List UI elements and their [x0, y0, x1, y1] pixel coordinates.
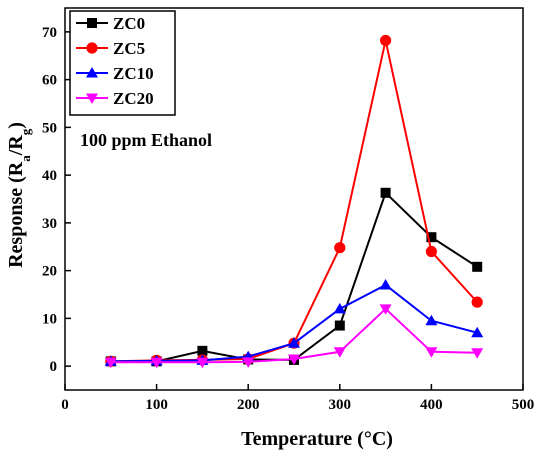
data-point-zc0 [426, 232, 437, 243]
legend-label-zc20: ZC20 [113, 89, 154, 108]
y-tick-label: 10 [42, 311, 57, 327]
data-point-zc20 [150, 357, 163, 369]
y-axis-title-close: ) [5, 122, 27, 129]
y-tick-label: 70 [42, 25, 57, 41]
data-point-zc0 [334, 320, 345, 331]
legend-marker-zc0 [87, 18, 97, 28]
y-tick-label: 30 [42, 216, 57, 232]
y-tick-label: 40 [42, 168, 57, 184]
y-tick-label: 50 [42, 120, 57, 136]
data-point-zc20 [288, 354, 300, 365]
y-tick-label: 20 [42, 264, 57, 280]
x-tick-label: 200 [237, 397, 260, 413]
data-point-zc10 [379, 278, 392, 290]
data-point-zc20 [196, 357, 209, 369]
legend-marker-zc5 [86, 42, 98, 54]
legend-label-zc5: ZC5 [113, 39, 145, 58]
plot-frame [64, 7, 524, 391]
legend-marker-zc10 [86, 67, 98, 78]
y-axis-title: Response (Ra/Rg) [5, 122, 33, 268]
data-point-zc5 [425, 245, 437, 258]
legend-marker-zc20 [86, 93, 98, 104]
annotation-text: 100 ppm Ethanol [80, 130, 212, 150]
data-point-zc20 [242, 357, 255, 368]
data-point-zc5 [380, 34, 392, 47]
series-line-zc0 [110, 190, 478, 363]
y-axis-title-slash: /R [5, 135, 27, 157]
y-tick-label: 60 [42, 73, 57, 89]
x-axis-title: Temperature (°C) [241, 428, 393, 450]
y-tick-label: 0 [50, 359, 58, 375]
y-axis-title-sub-a: a [18, 155, 33, 162]
data-point-zc20 [471, 348, 484, 359]
data-point-zc0 [380, 187, 391, 198]
x-tick-label: 400 [420, 397, 443, 413]
legend-label-zc0: ZC0 [113, 14, 145, 33]
data-point-zc10 [333, 302, 346, 314]
y-axis-title-sub-g: g [18, 128, 33, 135]
data-point-zc20 [104, 357, 117, 369]
data-point-zc10 [471, 326, 484, 338]
x-tick-label: 100 [145, 397, 168, 413]
data-point-zc20 [379, 304, 392, 315]
data-point-zc10 [425, 314, 438, 326]
data-point-zc10 [288, 337, 300, 348]
x-tick-label: 0 [61, 397, 69, 413]
data-point-zc5 [334, 242, 346, 254]
data-point-zc20 [333, 347, 346, 358]
data-point-zc0 [197, 345, 208, 356]
x-tick-label: 500 [512, 397, 535, 413]
series-line-zc20 [110, 307, 478, 364]
data-point-zc5 [471, 296, 483, 308]
axis-ticks: 0 100 200 300 400 500 0 10 20 30 40 50 60 70 [42, 25, 534, 413]
legend: ZC0 ZC5 ZC10 ZC20 [69, 10, 176, 116]
data-point-zc20 [425, 347, 438, 358]
y-axis-title-main: Response (R [5, 161, 27, 268]
series-line-zc10 [110, 283, 478, 363]
x-tick-label: 300 [329, 397, 352, 413]
data-point-zc0 [472, 261, 483, 272]
legend-label-zc10: ZC10 [113, 64, 154, 83]
series-layer [104, 34, 484, 369]
